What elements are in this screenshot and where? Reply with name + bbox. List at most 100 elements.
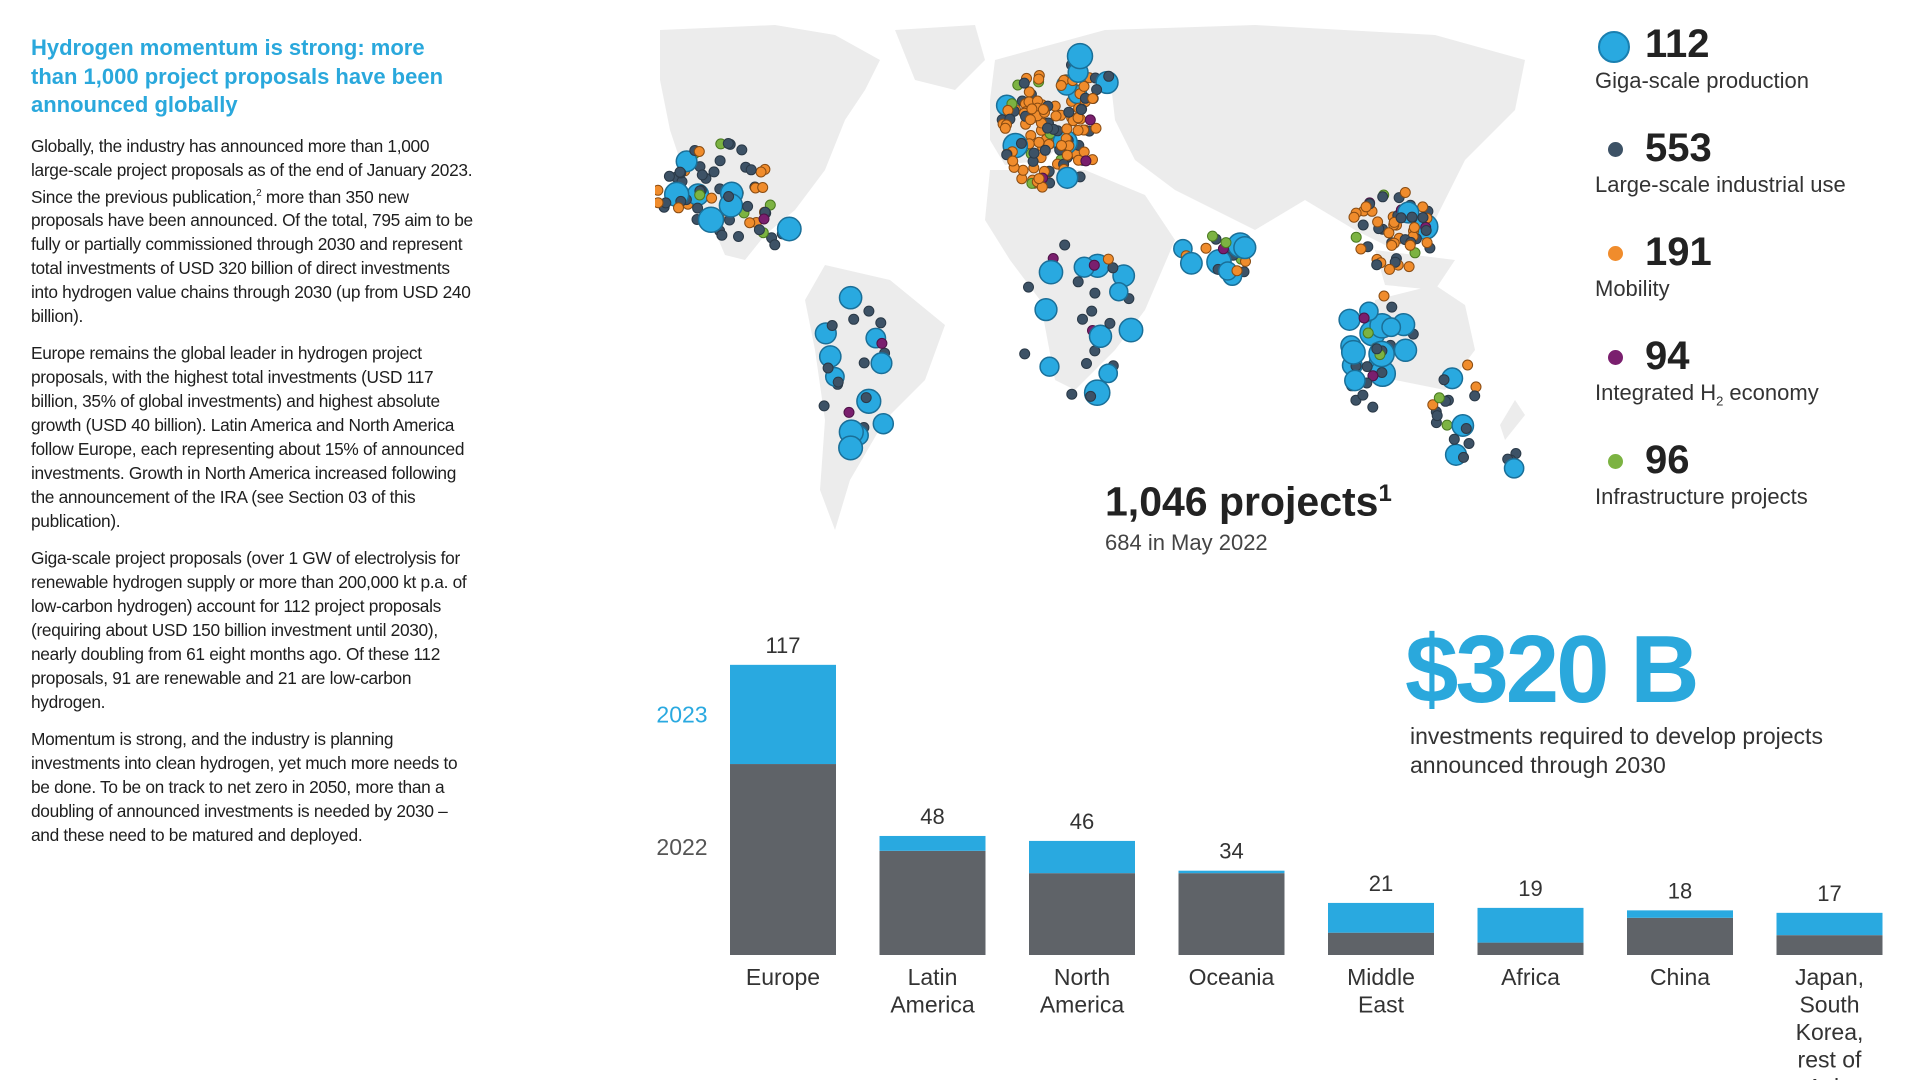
map-marker-mobility xyxy=(1078,80,1090,92)
map-marker-mobility xyxy=(1372,216,1384,228)
map-marker-industrial xyxy=(1395,212,1407,224)
map-marker-industrial xyxy=(848,313,860,325)
map-marker-giga xyxy=(1118,317,1144,343)
bar-2022-7 xyxy=(1776,935,1883,955)
map-marker-industrial xyxy=(1091,84,1103,96)
legend-label-infrastructure: Infrastructure projects xyxy=(1595,484,1808,509)
paragraph-3: Giga-scale project proposals (over 1 GW … xyxy=(31,548,467,713)
map-marker-giga xyxy=(1109,281,1129,302)
map-marker-industrial xyxy=(832,376,844,388)
bar-2023-5 xyxy=(1477,907,1584,943)
map-marker-mobility xyxy=(1231,265,1243,277)
map-marker-giga xyxy=(1503,457,1525,479)
paragraph-1-text: Globally, the industry has announced mor… xyxy=(31,135,473,207)
map-marker-mobility xyxy=(1087,93,1099,104)
legend-label-industrial-use: Large-scale industrial use xyxy=(1595,172,1846,197)
map-marker-industrial xyxy=(1463,438,1475,449)
map-marker-giga xyxy=(872,412,895,435)
map-marker-integrated xyxy=(1084,114,1096,126)
map-marker-industrial xyxy=(1386,301,1398,313)
category-label-1-line-0: Latin xyxy=(908,964,958,990)
map-marker-industrial xyxy=(696,169,708,181)
map-marker-industrial xyxy=(1018,77,1030,89)
map-marker-integrated xyxy=(1358,312,1370,324)
map-marker-industrial xyxy=(1377,191,1389,203)
bar-total-label-4: 21 xyxy=(1369,871,1393,896)
map-marker-industrial xyxy=(745,164,757,176)
investment-bar-chart: 117Europe48LatinAmerica46NorthAmerica34O… xyxy=(656,633,1883,1080)
legend-item-industrial-use: 553 Large-scale industrial use xyxy=(1595,124,1915,228)
map-marker-mobility xyxy=(1072,124,1084,136)
legend-count-integrated-h2: 94 xyxy=(1645,334,1690,378)
map-marker-industrial xyxy=(1089,287,1101,299)
legend-count-mobility: 191 xyxy=(1645,230,1712,274)
map-marker-industrial xyxy=(1042,122,1053,134)
map-marker-mobility xyxy=(706,192,718,204)
legend-dot-mobility xyxy=(1608,246,1623,261)
bar-2022-0 xyxy=(730,764,836,955)
map-marker-mobility xyxy=(655,197,664,209)
map-marker-giga xyxy=(1340,339,1366,365)
map-marker-industrial xyxy=(1103,70,1115,82)
total-projects: 1,046 projects1 xyxy=(1105,470,1392,526)
bar-total-label-7: 17 xyxy=(1817,881,1841,906)
category-label-2-line-0: North xyxy=(1054,964,1110,990)
map-marker-giga xyxy=(675,150,698,173)
paragraph-4: Momentum is strong, and the industry is … xyxy=(31,729,458,846)
bar-total-label-2: 46 xyxy=(1070,809,1094,834)
map-marker-industrial xyxy=(1072,276,1084,288)
map-marker-industrial xyxy=(1077,313,1088,325)
category-label-4-line-0: Middle xyxy=(1347,964,1415,990)
paragraph-2: Europe remains the global leader in hydr… xyxy=(31,343,465,532)
map-marker-giga xyxy=(1056,166,1079,189)
map-marker-industrial xyxy=(1458,451,1469,463)
map-marker-industrial xyxy=(708,166,720,178)
legend-item-integrated-h2: 94 Integrated H2 economy xyxy=(1595,332,1915,436)
map-marker-giga xyxy=(1088,324,1113,349)
map-marker-mobility xyxy=(999,122,1011,134)
map-marker-industrial xyxy=(722,138,734,149)
map-marker-industrial xyxy=(1086,305,1098,317)
map-marker-giga xyxy=(776,216,802,242)
category-label-0-line-0: Europe xyxy=(746,964,820,990)
map-marker-industrial xyxy=(1361,361,1373,373)
map-marker-industrial xyxy=(1104,317,1116,329)
map-marker-industrial xyxy=(716,229,728,241)
map-marker-mobility xyxy=(1462,359,1474,371)
map-marker-industrial xyxy=(1460,423,1472,434)
map-marker-giga xyxy=(1179,251,1203,275)
category-label-7-line-4: Asia xyxy=(1807,1074,1852,1080)
bar-2023-2 xyxy=(1029,840,1135,874)
map-marker-mobility xyxy=(744,217,756,229)
map-marker-giga xyxy=(1098,363,1119,384)
map-marker-integrated xyxy=(1367,370,1379,382)
map-marker-industrial xyxy=(1023,281,1034,293)
map-marker-mobility xyxy=(1427,399,1439,411)
map-marker-infrastructure xyxy=(1362,327,1374,339)
map-marker-giga xyxy=(870,352,893,375)
bar-2023-1 xyxy=(879,835,986,851)
map-marker-giga xyxy=(697,206,725,234)
map-marker-industrial xyxy=(1406,211,1418,223)
category-label-7-line-0: Japan, xyxy=(1795,964,1864,990)
map-marker-industrial xyxy=(1066,388,1078,400)
legend-label-mobility: Mobility xyxy=(1595,276,1670,301)
map-marker-industrial xyxy=(858,357,870,369)
bar-2022-3 xyxy=(1178,873,1285,955)
map-marker-mobility xyxy=(1033,73,1045,85)
map-marker-industrial xyxy=(1376,367,1388,378)
map-marker-industrial xyxy=(1075,104,1087,115)
bar-2022-6 xyxy=(1627,917,1733,955)
paragraph-1-after: more than 350 new proposals have been an… xyxy=(31,186,473,327)
map-marker-integrated xyxy=(843,406,855,418)
map-marker-industrial xyxy=(674,166,686,178)
map-marker-mobility xyxy=(1102,253,1114,265)
category-label-2-line-1: America xyxy=(1040,992,1125,1018)
bar-total-label-0: 117 xyxy=(765,633,800,658)
map-marker-industrial xyxy=(1367,401,1379,413)
bar-2022-4 xyxy=(1328,932,1434,955)
project-total: 1,046 projects1 684 in May 2022 xyxy=(1105,470,1392,556)
map-marker-giga xyxy=(1034,297,1058,322)
map-marker-mobility xyxy=(1056,140,1067,151)
bar-total-label-6: 18 xyxy=(1668,878,1692,903)
